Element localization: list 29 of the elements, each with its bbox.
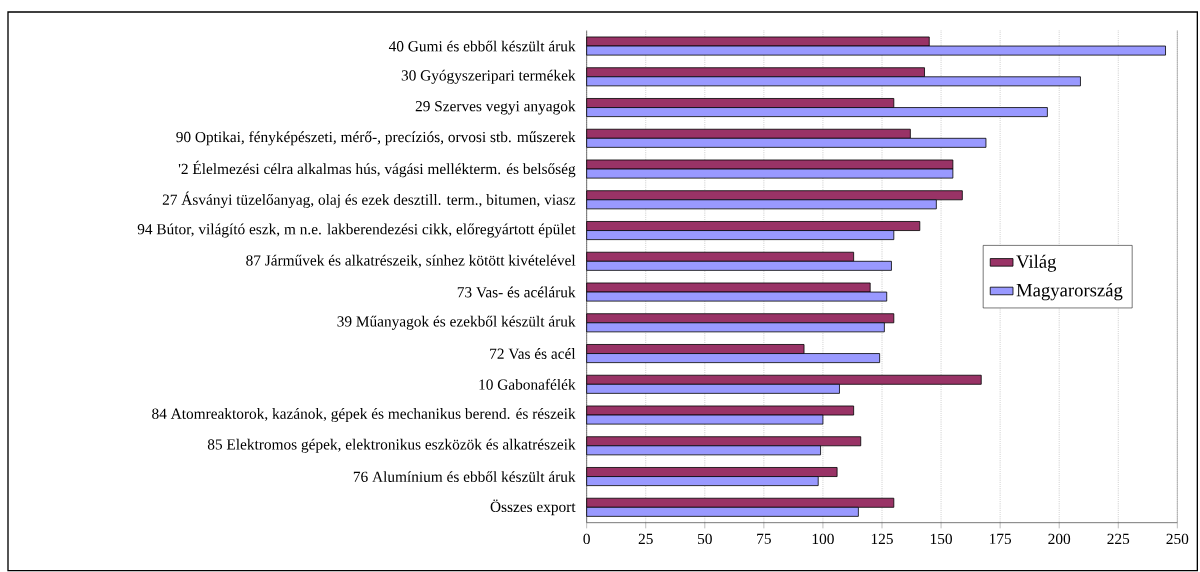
y-tick-label: 73 Vas- és acéláruk	[457, 286, 576, 298]
x-tick-label: 125	[871, 533, 893, 545]
y-tick-label: 94 Bútor, világító eszk, m n.e. lakberendezési cikk, előregyártott épület	[137, 223, 576, 238]
y-tick-label: 30 Gyógyszeripari termékek	[401, 69, 576, 84]
legend-label: Világ	[1016, 254, 1057, 272]
x-tick-label: 225	[1107, 533, 1130, 545]
y-tick-label: 40 Gumi és ebből készült áruk	[388, 40, 576, 52]
y-tick-label: 39 Műanyagok és ezekből készült áruk	[337, 315, 576, 330]
x-tick-label: 150	[930, 533, 952, 545]
x-tick-label: 25	[638, 533, 653, 545]
x-tick-label: 75	[757, 533, 771, 544]
x-tick-label: 250	[1166, 533, 1189, 545]
y-tick-label: 10 Gabonafélék	[479, 378, 576, 390]
y-tick-label: 84 Atomreaktorok, kazánok, gépek és mechanikus berend. és részeik	[152, 408, 576, 423]
x-tick-label: 50	[698, 533, 712, 545]
legend-label: Magyarország	[1016, 283, 1123, 301]
y-tick-label: '2 Élelmezési célra alkalmas hús, vágási mellékterm. és belsőség	[178, 160, 576, 178]
y-tick-label: 85 Elektromos gépek, elektronikus eszközök és alkatrészeik	[207, 438, 576, 453]
x-tick-label: 175	[989, 533, 1012, 545]
x-tick-label: 0	[583, 533, 590, 545]
x-tick-label: 100	[812, 533, 834, 545]
y-tick-label: 90 Optikai, fényképészeti, mérő-, precíziós, orvosi stb. műszerek	[176, 131, 576, 146]
y-tick-label: 76 Alumínium és ebből készült áruk	[353, 471, 576, 482]
x-tick-label: 200	[1048, 533, 1071, 545]
y-tick-label: 27 Ásványi tüzelőanyag, olaj és ezek desztill. term., bitumen, viasz	[162, 191, 576, 209]
y-tick-label: 29 Szerves vegyi anyagok	[415, 100, 576, 115]
y-tick-label: 72 Vas és acél	[490, 348, 576, 359]
y-tick-label: 87 Járművek és alkatrészeik, sínhez kötött kivételével	[246, 254, 576, 268]
y-tick-label: Összes export	[490, 499, 576, 516]
